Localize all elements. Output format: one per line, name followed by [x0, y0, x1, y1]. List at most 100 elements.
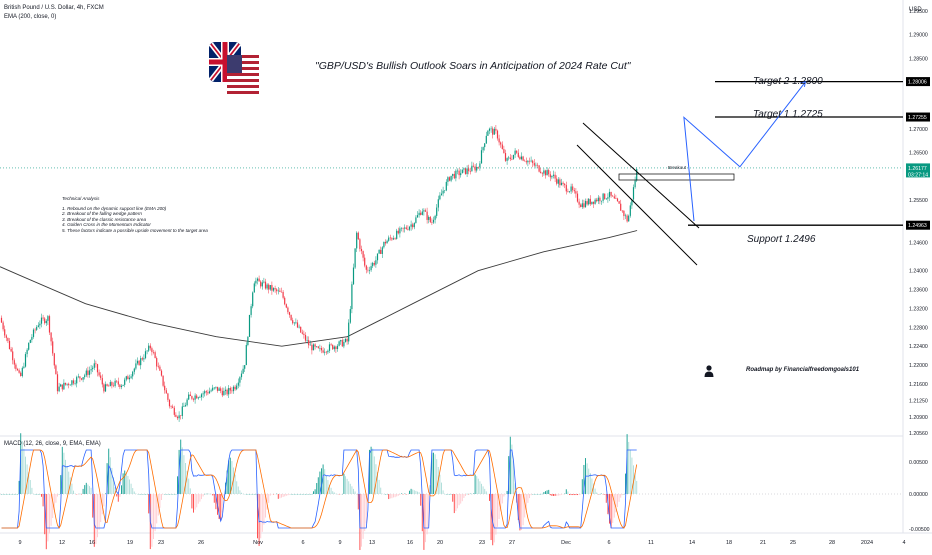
candle: [359, 239, 360, 249]
candle: [326, 352, 327, 353]
candle: [431, 222, 432, 223]
candle: [633, 187, 634, 199]
candle: [319, 348, 320, 349]
candle: [198, 397, 199, 398]
candle: [263, 282, 264, 283]
candle: [140, 358, 141, 365]
candle: [523, 156, 524, 160]
candle: [535, 165, 536, 166]
candle: [524, 161, 525, 162]
macd-histogram-bar: [420, 494, 421, 506]
candle: [457, 171, 458, 172]
macd-histogram-bar: [523, 494, 524, 525]
macd-histogram-bar: [379, 480, 380, 494]
candle: [270, 285, 271, 289]
candle: [511, 159, 512, 160]
candle: [555, 175, 556, 179]
candle: [78, 376, 79, 377]
candle: [598, 198, 599, 202]
candle: [606, 199, 607, 200]
candle: [171, 406, 172, 407]
macd-histogram-bar: [67, 466, 68, 494]
candle: [420, 213, 421, 215]
candle: [398, 231, 399, 234]
candle: [550, 174, 551, 177]
macd-histogram-bar: [284, 494, 285, 496]
macd-histogram-bar: [193, 494, 194, 513]
candle: [366, 266, 367, 270]
macd-signal-line: [2, 450, 637, 528]
candle: [252, 293, 253, 307]
candle: [358, 233, 359, 240]
candle: [495, 129, 496, 131]
candle: [100, 375, 101, 378]
macd-histogram-bar: [131, 484, 132, 494]
candle: [259, 279, 260, 282]
macd-histogram-bar: [84, 485, 85, 494]
candle: [564, 184, 565, 185]
price-tick-label: 1.21600: [909, 382, 928, 388]
macd-histogram-bar: [604, 494, 605, 495]
macd-histogram-bar: [412, 490, 413, 494]
macd-histogram-bar: [575, 494, 576, 495]
candle: [70, 385, 71, 386]
candle: [329, 344, 330, 350]
price-tick-label: 1.20560: [909, 431, 928, 437]
candle: [215, 387, 216, 388]
macd-histogram-bar: [326, 475, 327, 494]
price-tick-label: 1.27255: [908, 115, 927, 121]
time-tick-label: Nov: [253, 540, 263, 546]
wedge-upper-line: [583, 123, 699, 228]
candle: [243, 369, 244, 374]
candle: [275, 288, 276, 289]
macd-histogram-bar: [465, 494, 466, 496]
candle: [487, 131, 488, 136]
macd-histogram-bar: [411, 489, 412, 494]
candle: [551, 176, 552, 177]
projection-path: [684, 82, 806, 221]
candle: [435, 216, 436, 220]
macd-histogram-bar: [388, 494, 389, 499]
candle: [335, 347, 336, 349]
candle: [214, 388, 215, 389]
candle: [539, 165, 540, 171]
macd-tick-label: 0.00500: [909, 460, 928, 466]
candle: [356, 233, 357, 249]
candle: [575, 191, 576, 193]
macd-histogram-bar: [278, 494, 279, 499]
candle: [350, 309, 351, 323]
candle: [377, 254, 378, 261]
candle: [108, 386, 109, 387]
macd-histogram-bar: [30, 480, 31, 494]
macd-histogram-bar: [331, 488, 332, 494]
candle: [35, 330, 36, 331]
candle: [271, 285, 272, 291]
macd-histogram-bar: [118, 494, 119, 502]
candle: [183, 406, 184, 407]
time-tick-label: 6: [301, 540, 304, 546]
macd-histogram-bar: [350, 484, 351, 494]
candle: [175, 415, 176, 417]
macd-histogram-bar: [105, 493, 106, 494]
macd-histogram-bar: [263, 494, 264, 525]
candle: [339, 341, 340, 345]
candle: [153, 352, 154, 353]
candle: [553, 175, 554, 176]
macd-histogram-bar: [126, 473, 127, 494]
macd-histogram-bar: [260, 494, 261, 538]
macd-histogram-bar: [51, 494, 52, 526]
candle: [265, 282, 266, 289]
macd-histogram-bar: [545, 491, 546, 494]
candle: [33, 330, 34, 337]
candle: [447, 177, 448, 182]
macd-histogram-bar: [596, 492, 597, 494]
currency-label[interactable]: USD: [909, 6, 922, 14]
candle: [443, 191, 444, 194]
candle: [404, 227, 405, 228]
candle: [187, 400, 188, 406]
candle: [579, 202, 580, 205]
candle: [423, 210, 424, 211]
candle: [494, 129, 495, 135]
macd-histogram-bar: [460, 494, 461, 504]
macd-histogram-bar: [281, 494, 282, 498]
